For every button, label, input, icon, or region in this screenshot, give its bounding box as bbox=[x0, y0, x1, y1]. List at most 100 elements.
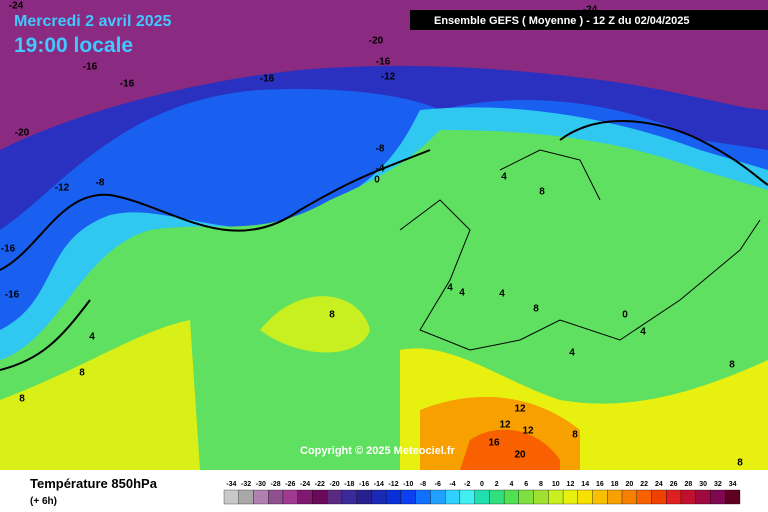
contour-label: 4 bbox=[89, 332, 95, 343]
contour-label: -16 bbox=[1, 244, 16, 255]
copyright: Copyright © 2025 Meteociel.fr bbox=[300, 445, 456, 457]
contour-label: 12 bbox=[499, 420, 511, 431]
contour-label: 20 bbox=[514, 450, 526, 461]
legend-label: -18 bbox=[344, 481, 354, 488]
color-swatch bbox=[474, 489, 490, 505]
color-swatch bbox=[489, 489, 505, 505]
color-swatch bbox=[725, 489, 741, 505]
legend-label: 10 bbox=[552, 481, 560, 488]
color-swatch bbox=[371, 489, 387, 505]
legend-label: 12 bbox=[567, 481, 575, 488]
color-swatch bbox=[341, 489, 357, 505]
contour-label: 8 bbox=[539, 187, 545, 198]
legend-label: -22 bbox=[315, 481, 325, 488]
date: Mercredi 2 avril 2025 bbox=[14, 13, 172, 30]
contour-label: -12 bbox=[55, 183, 70, 194]
contour-label: 4 bbox=[640, 327, 646, 338]
color-swatch bbox=[592, 489, 608, 505]
model-info: Ensemble GEFS ( Moyenne ) - 12 Z du 02/0… bbox=[434, 15, 690, 27]
legend-label: -24 bbox=[300, 481, 310, 488]
legend-label: -12 bbox=[388, 481, 398, 488]
legend-label: 0 bbox=[480, 481, 484, 488]
color-swatch bbox=[651, 489, 667, 505]
footer-title: Température 850hPa bbox=[30, 476, 158, 491]
color-swatch bbox=[268, 489, 284, 505]
legend-label: -20 bbox=[330, 481, 340, 488]
color-swatch bbox=[621, 489, 637, 505]
legend-label: 8 bbox=[539, 481, 543, 488]
contour-label: 4 bbox=[459, 288, 465, 299]
legend-label: -34 bbox=[226, 481, 236, 488]
color-swatch bbox=[695, 489, 711, 505]
contour-label: 4 bbox=[447, 283, 453, 294]
color-swatch bbox=[518, 489, 534, 505]
color-swatch bbox=[282, 489, 298, 505]
contour-label: -16 bbox=[83, 62, 98, 73]
contour-label: 12 bbox=[514, 404, 526, 415]
contour-label: 8 bbox=[729, 360, 735, 371]
legend-label: -6 bbox=[435, 481, 441, 488]
contour-labels: -24 -24-20-16-16 -16-20-16-12-8-40-8-12-16… bbox=[1, 1, 743, 469]
contour-label: -4 bbox=[376, 164, 385, 175]
color-swatch bbox=[607, 489, 623, 505]
color-swatch bbox=[400, 489, 416, 505]
legend-label: -4 bbox=[449, 481, 455, 488]
color-swatch bbox=[548, 489, 564, 505]
legend-label: 6 bbox=[524, 481, 528, 488]
contour-label: -16 bbox=[260, 74, 275, 85]
contour-label: 0 bbox=[622, 310, 628, 321]
contour-label: -8 bbox=[96, 178, 105, 189]
legend-label: -16 bbox=[359, 481, 369, 488]
color-swatch bbox=[327, 489, 343, 505]
color-swatch bbox=[356, 489, 372, 505]
contour-label: 8 bbox=[737, 458, 743, 469]
legend-label: 34 bbox=[729, 481, 737, 488]
legend-label: 28 bbox=[685, 481, 693, 488]
legend-label: 16 bbox=[596, 481, 604, 488]
color-swatch bbox=[415, 489, 431, 505]
legend-label: -14 bbox=[374, 481, 384, 488]
legend-label: 14 bbox=[581, 481, 589, 488]
color-swatch bbox=[386, 489, 402, 505]
contour-label: 4 bbox=[499, 289, 505, 300]
contour-label: -24 bbox=[9, 1, 24, 12]
color-swatch bbox=[666, 489, 682, 505]
legend-label: -32 bbox=[241, 481, 251, 488]
legend-label: 4 bbox=[510, 481, 514, 488]
legend-label: -10 bbox=[403, 481, 413, 488]
contour-label: 8 bbox=[79, 368, 85, 379]
contour-label: 8 bbox=[533, 304, 539, 315]
contour-label: -16 bbox=[120, 79, 135, 90]
contour-label: -24 bbox=[583, 5, 598, 16]
legend-label: -2 bbox=[464, 481, 470, 488]
color-swatch bbox=[503, 489, 520, 505]
contour-label: -20 bbox=[15, 128, 30, 139]
legend-label: 20 bbox=[626, 481, 634, 488]
legend-label: 32 bbox=[714, 481, 722, 488]
color-swatch bbox=[577, 489, 593, 505]
legend-label: -30 bbox=[256, 481, 266, 488]
contour-label: -16 bbox=[376, 57, 391, 68]
color-swatch bbox=[562, 489, 578, 505]
contour-label: -16 bbox=[5, 290, 20, 301]
contour-label: -12 bbox=[381, 72, 396, 83]
legend-label: 24 bbox=[655, 481, 663, 488]
legend-label: -28 bbox=[271, 481, 281, 488]
color-swatch bbox=[459, 489, 475, 505]
contour-label: 4 bbox=[501, 172, 507, 183]
color-swatch bbox=[253, 489, 269, 505]
color-swatch bbox=[680, 489, 696, 505]
legend-label: 26 bbox=[670, 481, 678, 488]
contour-label: 4 bbox=[569, 348, 575, 359]
contour-label: -8 bbox=[376, 144, 385, 155]
color-swatch bbox=[533, 489, 549, 505]
color-swatch bbox=[444, 489, 461, 505]
legend-label: 30 bbox=[699, 481, 707, 488]
color-swatch bbox=[297, 489, 313, 505]
legend-label: 22 bbox=[640, 481, 648, 488]
colorbar: -34 -32 -30 -28 -2 6 -24 -22 -20 -18 -16 -14 -12 -10 -… bbox=[223, 481, 741, 505]
time: 19:00 locale bbox=[14, 34, 133, 57]
color-swatch bbox=[312, 489, 328, 505]
contour-label: 12 bbox=[522, 426, 534, 437]
